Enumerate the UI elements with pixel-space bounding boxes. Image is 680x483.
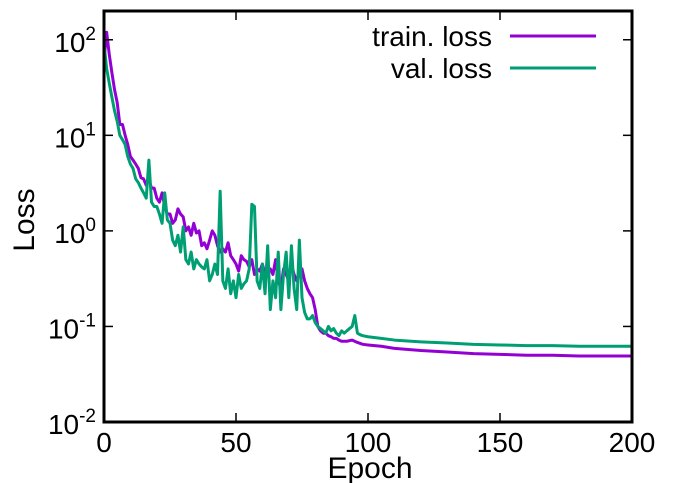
x-tick-label: 200 [609,427,656,458]
y-tick-exponent: 0 [85,215,96,236]
y-tick-base: 10 [48,313,79,344]
y-tick-base: 10 [54,218,85,249]
y-tick-label: 102 [54,24,96,58]
x-tick-label: 150 [477,427,524,458]
legend-label: train. loss [372,21,492,52]
x-axis-title: Epoch [327,452,412,483]
x-tick-label: 100 [345,427,392,458]
series-line-val-loss [104,43,632,348]
x-tick-label: 0 [96,427,112,458]
series-layer [104,30,632,358]
x-tick-label: 50 [220,427,251,458]
y-tick-exponent: -2 [79,406,96,427]
y-tick-label: 10-1 [48,310,96,344]
y-tick-base: 10 [54,122,85,153]
y-tick-label: 10-2 [48,406,96,440]
y-tick-base: 10 [54,27,85,58]
y-tick-exponent: -1 [79,310,96,331]
y-tick-label: 101 [54,119,96,153]
y-tick-exponent: 2 [85,24,96,45]
y-tick-label: 100 [54,215,96,249]
y-tick-base: 10 [48,409,79,440]
y-axis-title: Loss [8,188,41,251]
legend-label: val. loss [391,53,492,84]
y-tick-exponent: 1 [85,119,96,140]
